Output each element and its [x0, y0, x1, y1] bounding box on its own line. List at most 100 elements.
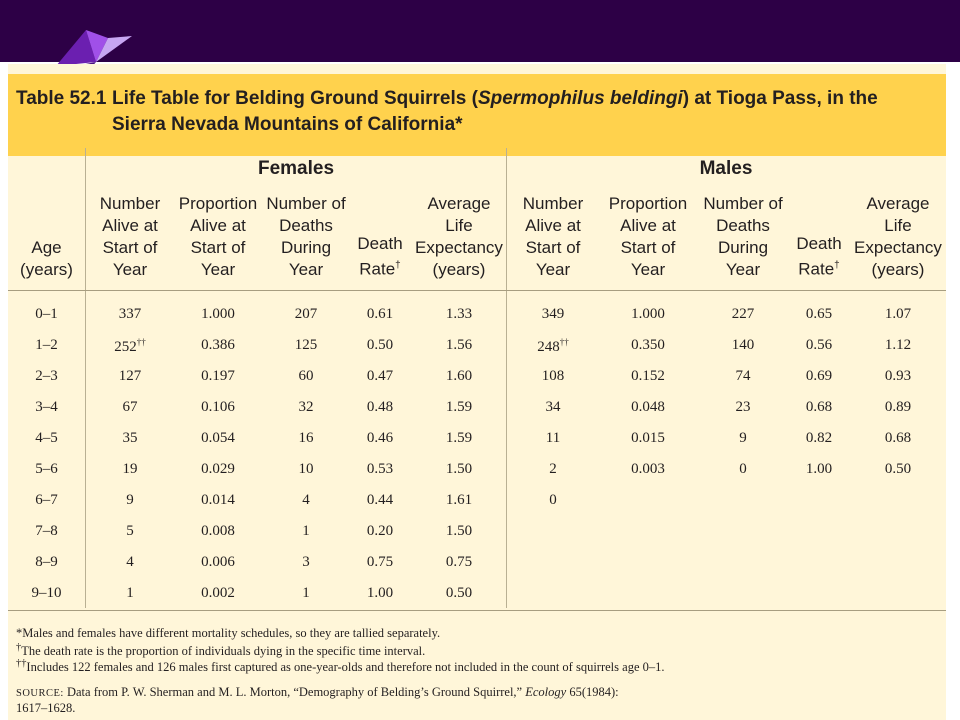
males-life-expectancy-cell: 1.07	[884, 306, 912, 322]
females-death-rate-cell: 0.53	[366, 461, 394, 477]
age-cell: 5–6	[35, 461, 58, 477]
males-life-expectancy-cell: 0.50	[884, 461, 912, 477]
females-number-of-deaths-cell: 32	[298, 399, 314, 415]
females-life-expectancy-cell: 1.50	[445, 461, 473, 477]
females-proportion-alive-cell: 0.386	[201, 337, 235, 353]
females-number-of-deaths-cell: 1	[302, 523, 310, 539]
age-cell: 0–1	[35, 306, 58, 322]
age-header: Age (years)	[20, 238, 73, 279]
males-proportion-alive-cell: 0.003	[631, 461, 665, 477]
females-number-alive-cell: 337	[118, 306, 142, 322]
table-title: Table 52.1 Life Table for Belding Ground …	[16, 88, 878, 135]
males-number-alive-cell: 108	[541, 368, 565, 384]
females-life-expectancy-cell: 0.75	[445, 554, 473, 570]
males-number-of-deaths-cell: 227	[731, 306, 755, 322]
males-death-rate-cell: 1.00	[805, 461, 833, 477]
males-proportion-alive-header: Proportion Alive at Start of Year	[608, 194, 688, 279]
females-death-rate-cell: 0.48	[366, 399, 394, 415]
females-death-rate-header: Death Rate†	[357, 234, 403, 279]
age-cell: 2–3	[35, 368, 58, 384]
age-cell: 7–8	[35, 523, 58, 539]
males-death-rate-header: Death Rate†	[796, 234, 842, 279]
males-death-rate-cell: 0.69	[805, 368, 833, 384]
age-cell: 3–4	[35, 399, 58, 415]
age-cell: 1–2	[35, 337, 58, 353]
females-number-alive-cell: 127	[118, 368, 142, 384]
males-death-rate-cell: 0.65	[805, 306, 833, 322]
females-number-alive-cell: 4	[126, 554, 134, 570]
females-life-expectancy-cell: 1.61	[445, 492, 473, 508]
females-number-of-deaths-header: Number of Deaths During Year	[266, 194, 346, 279]
header-divider	[8, 290, 946, 291]
females-death-rate-cell: 1.00	[366, 585, 394, 601]
males-number-of-deaths-cell: 23	[735, 399, 751, 415]
males-life-expectancy-cell: 0.93	[884, 368, 912, 384]
males-group-heading: Males	[699, 158, 753, 179]
females-number-alive-cell: 35	[122, 430, 138, 446]
males-death-rate-cell: 0.82	[805, 430, 833, 446]
females-proportion-alive-cell: 0.008	[201, 523, 235, 539]
females-life-expectancy-cell: 1.50	[445, 523, 473, 539]
footnote-double-dagger: ††Includes 122 females and 126 males fir…	[16, 658, 665, 675]
column-divider	[506, 148, 507, 608]
males-number-alive-cell: 248††	[537, 337, 569, 355]
males-death-rate-cell: 0.68	[805, 399, 833, 415]
age-cell: 9–10	[31, 585, 62, 601]
males-proportion-alive-cell: 1.000	[631, 306, 665, 322]
females-death-rate-cell: 0.75	[366, 554, 394, 570]
females-death-rate-cell: 0.50	[366, 337, 394, 353]
males-number-alive-cell: 34	[545, 399, 561, 415]
table-title-bar: Table 52.1 Life Table for Belding Ground …	[8, 74, 946, 156]
table-bottom-rule	[8, 610, 946, 611]
footnote-dagger: †The death rate is the proportion of ind…	[16, 642, 426, 659]
age-cell: 6–7	[35, 492, 58, 508]
females-life-expectancy-header: Average Life Expectancy (years)	[415, 194, 503, 279]
males-number-of-deaths-header: Number of Deaths During Year	[703, 194, 783, 279]
males-life-expectancy-header: Average Life Expectancy (years)	[854, 194, 942, 279]
females-proportion-alive-cell: 1.000	[201, 306, 235, 322]
header-bar	[0, 0, 960, 62]
females-number-alive-header: Number Alive at Start of Year	[99, 194, 161, 279]
males-number-alive-cell: 0	[549, 492, 557, 508]
females-number-alive-cell: 9	[126, 492, 134, 508]
females-number-of-deaths-cell: 16	[298, 430, 314, 446]
males-proportion-alive-cell: 0.350	[631, 337, 665, 353]
females-number-of-deaths-cell: 4	[302, 492, 310, 508]
females-number-of-deaths-cell: 207	[294, 306, 318, 322]
females-life-expectancy-cell: 0.50	[445, 585, 473, 601]
females-proportion-alive-cell: 0.006	[201, 554, 235, 570]
table-slide: Table 52.1 Life Table for Belding Ground …	[8, 64, 946, 720]
females-number-of-deaths-cell: 1	[302, 585, 310, 601]
males-proportion-alive-cell: 0.048	[631, 399, 665, 415]
males-proportion-alive-cell: 0.015	[631, 430, 665, 446]
females-proportion-alive-cell: 0.054	[201, 430, 235, 446]
males-number-alive-cell: 11	[545, 430, 561, 446]
males-proportion-alive-cell: 0.152	[631, 368, 665, 384]
females-life-expectancy-cell: 1.59	[445, 430, 473, 446]
females-number-of-deaths-cell: 60	[298, 368, 314, 384]
females-number-alive-cell: 5	[126, 523, 134, 539]
females-death-rate-cell: 0.47	[366, 368, 394, 384]
males-number-of-deaths-cell: 140	[731, 337, 755, 353]
females-proportion-alive-cell: 0.106	[201, 399, 235, 415]
females-proportion-alive-header: Proportion Alive at Start of Year	[178, 194, 258, 279]
source-note: SOURCE: Data from P. W. Sherman and M. L…	[16, 685, 619, 699]
footnote-star: *Males and females have different mortal…	[16, 626, 441, 640]
females-number-alive-cell: 1	[126, 585, 134, 601]
females-life-expectancy-cell: 1.60	[445, 368, 473, 384]
females-life-expectancy-cell: 1.56	[445, 337, 473, 353]
males-life-expectancy-cell: 0.68	[884, 430, 912, 446]
column-divider	[85, 148, 86, 608]
males-life-expectancy-cell: 1.12	[884, 337, 912, 353]
females-life-expectancy-cell: 1.59	[445, 399, 473, 415]
males-life-expectancy-cell: 0.89	[884, 399, 912, 415]
males-number-of-deaths-cell: 74	[735, 368, 751, 384]
females-death-rate-cell: 0.20	[366, 523, 394, 539]
females-death-rate-cell: 0.44	[366, 492, 394, 508]
females-proportion-alive-cell: 0.014	[201, 492, 235, 508]
females-number-of-deaths-cell: 125	[294, 337, 318, 353]
males-number-alive-cell: 349	[541, 306, 565, 322]
females-group-heading: Females	[257, 158, 335, 179]
females-number-of-deaths-cell: 10	[298, 461, 314, 477]
males-number-of-deaths-cell: 9	[739, 430, 747, 446]
